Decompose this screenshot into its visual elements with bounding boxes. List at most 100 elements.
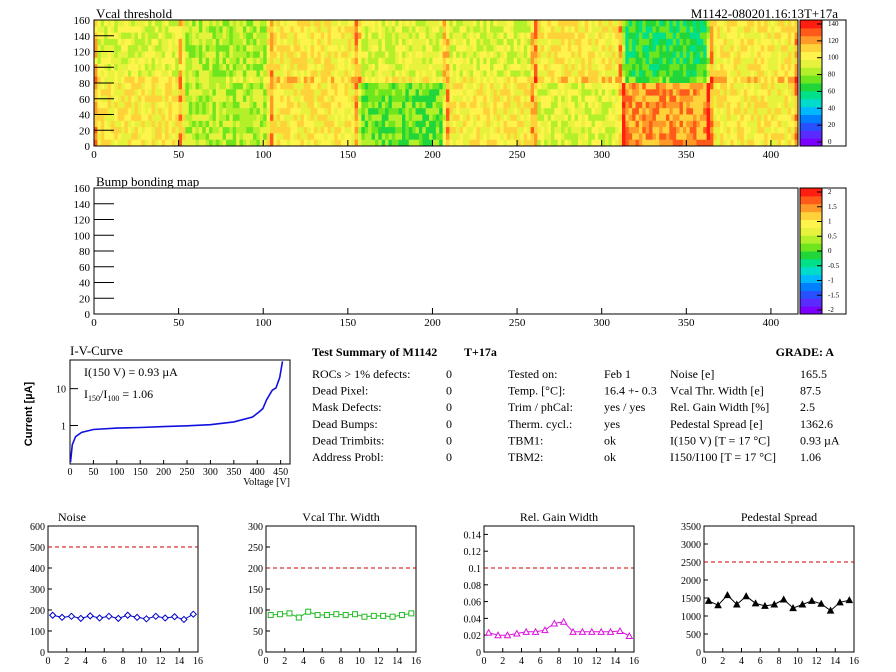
scale-band xyxy=(800,98,822,108)
x-tick-label: 100 xyxy=(255,149,272,161)
scale-band xyxy=(800,122,822,131)
summary-left-label: Dead Trimbits: xyxy=(312,433,384,447)
y-tick-label: 40 xyxy=(79,110,91,122)
scale-tick-label: 60 xyxy=(828,87,836,95)
x-tick-label: 0 xyxy=(702,656,707,667)
y-tick-label: 0 xyxy=(696,648,701,659)
scale-band xyxy=(800,106,822,116)
x-tick-label: 350 xyxy=(678,149,695,161)
vcal-map-title: Vcal threshold xyxy=(96,6,173,21)
y-tick-label: 0 xyxy=(85,141,91,153)
data-point xyxy=(105,612,113,621)
y-tick-label: 40 xyxy=(79,278,91,290)
x-tick-label: 4 xyxy=(83,656,88,667)
summary-left-value: 0 xyxy=(446,367,452,381)
vcal-heatmap xyxy=(94,20,799,147)
scale-band xyxy=(800,188,822,197)
y-tick-label: 500 xyxy=(686,630,701,641)
data-point xyxy=(798,600,807,608)
x-tick-label: 100 xyxy=(255,317,272,329)
y-tick-label: 300 xyxy=(248,522,263,533)
scale-tick-label: 1 xyxy=(828,218,832,226)
y-tick-label: 250 xyxy=(248,543,263,554)
data-point xyxy=(305,608,312,615)
data-point xyxy=(67,612,76,621)
data-point xyxy=(314,612,321,619)
iv-title: I-V-Curve xyxy=(70,343,123,358)
x-tick-label: 12 xyxy=(592,656,602,667)
data-point xyxy=(398,612,405,619)
scale-band xyxy=(800,90,822,100)
scale-band xyxy=(800,258,822,268)
x-tick-label: 8 xyxy=(121,656,126,667)
data-point xyxy=(48,611,57,619)
bump-axes: 0 50 100 150 200 250 300 350 4000204060801001201… xyxy=(74,183,780,329)
data-point xyxy=(779,595,788,603)
data-point xyxy=(180,615,188,624)
y-tick-label: 100 xyxy=(248,606,263,617)
y-tick-label: 50 xyxy=(253,627,263,638)
y-tick-label: 0.14 xyxy=(464,530,482,541)
y-tick-label: 150 xyxy=(248,585,263,596)
x-tick-label: 150 xyxy=(340,149,357,161)
vcal-threshold-panel: Vcal threshold M1142-080201.16:13T+17a 0… xyxy=(74,6,847,161)
data-point xyxy=(389,613,396,620)
data-point xyxy=(770,600,779,608)
scale-band xyxy=(800,114,822,123)
data-point xyxy=(817,599,826,607)
summary-mid-value: yes xyxy=(604,417,620,431)
x-tick-label: 0 xyxy=(91,149,97,161)
x-tick-label: 16 xyxy=(411,656,421,667)
data-point xyxy=(704,596,713,604)
bump-color-scale: -2 -1.5 -1 -0.5 0 0.5 1 1.5 2 xyxy=(799,187,847,315)
data-point xyxy=(77,614,85,623)
scale-band xyxy=(800,35,822,45)
data-point xyxy=(789,604,797,612)
summary-right-label: I(150 V) [T = 17 °C] xyxy=(670,433,770,447)
scale-band xyxy=(800,211,822,221)
x-tick-label: 350 xyxy=(678,317,695,329)
x-tick-label: 0 xyxy=(46,656,51,667)
data-point xyxy=(408,610,415,617)
iv-axes: 0 50 100 150 200 250 300 350 400 450 1 10 xyxy=(56,385,288,478)
scale-band xyxy=(800,306,822,315)
summary-mid-label: Trim / phCal: xyxy=(508,400,573,414)
chart-pedestal: Pedestal Spread 0 2 4 6 8 10 12 14 16 0 500 1000 1500… xyxy=(681,510,859,667)
y-tick-label: 0 xyxy=(85,309,91,321)
iv-curve-panel: I-V-Curve Current [µA] Voltage [V] I(150… xyxy=(23,343,291,488)
summary-right-value: 2.5 xyxy=(800,400,815,414)
x-tick-label: 12 xyxy=(156,656,166,667)
x-tick-label: 0 xyxy=(91,317,97,329)
x-tick-label: 14 xyxy=(174,656,184,667)
summary-left-label: Address Probl: xyxy=(312,450,384,464)
scale-band xyxy=(800,138,822,147)
iv-annotation-ratio: I150/I100 = 1.06 xyxy=(84,387,153,403)
data-point xyxy=(541,626,549,634)
data-point xyxy=(295,614,302,621)
scale-band xyxy=(800,282,822,291)
y-tick-label: 0 xyxy=(40,648,45,659)
summary-mid-value: 16.4 +- 0.3 xyxy=(604,384,657,398)
x-tick-label: 6 xyxy=(538,656,543,667)
iv-x-tick-label: 150 xyxy=(133,467,148,478)
data-point xyxy=(503,631,512,639)
y-tick-label: 3500 xyxy=(681,522,701,533)
y-tick-label: 1500 xyxy=(681,594,701,605)
data-point xyxy=(559,617,568,625)
iv-x-tick-label: 350 xyxy=(226,467,241,478)
iv-ylabel: Current [µA] xyxy=(23,381,35,446)
data-point xyxy=(807,596,816,604)
y-tick-label: 20 xyxy=(79,125,91,137)
series-line xyxy=(52,613,194,621)
iv-x-tick-label: 200 xyxy=(156,467,171,478)
chart-title: Rel. Gain Width xyxy=(520,510,598,524)
summary-right-label: Noise [e] xyxy=(670,367,714,381)
y-tick-label: 500 xyxy=(30,543,45,554)
scale-band xyxy=(800,219,822,228)
bump-bonding-panel: Bump bonding map 0 50 100 150 200 250 300 350 40… xyxy=(74,174,847,329)
data-point xyxy=(361,613,368,620)
iv-x-tick-label: 0 xyxy=(68,467,73,478)
scale-band xyxy=(800,274,822,284)
